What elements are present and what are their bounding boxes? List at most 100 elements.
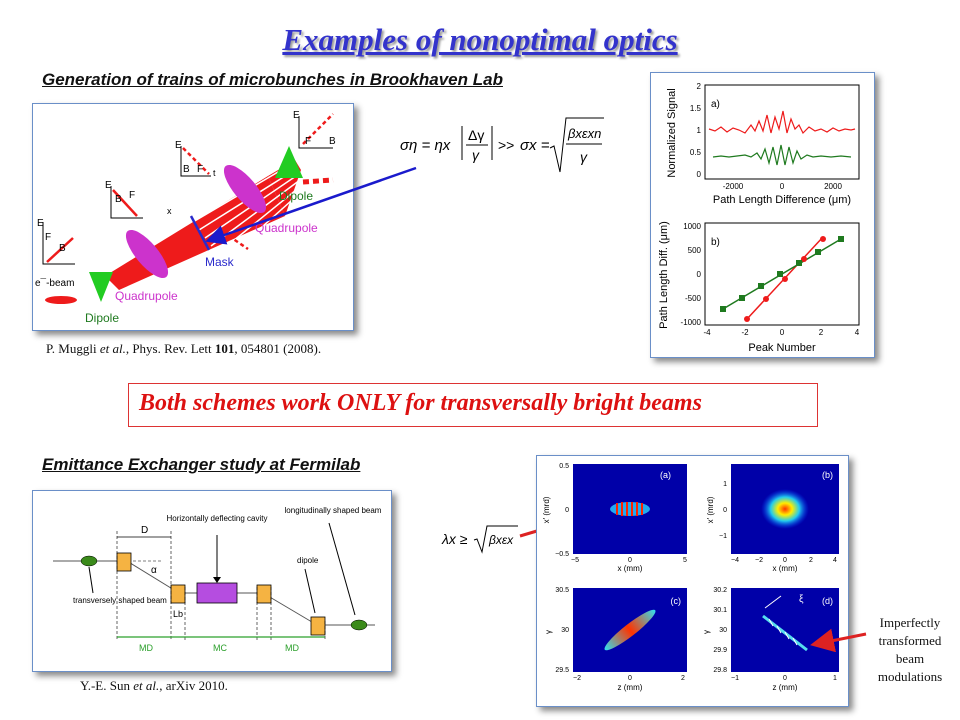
d2-ytick: 30.1 — [713, 607, 727, 614]
a2-ytick: 0 — [565, 507, 569, 514]
b2-xtick: −4 — [731, 557, 739, 564]
plot-a-label: a) — [711, 99, 720, 110]
b2-xtick: 0 — [783, 557, 787, 564]
brookhaven-plots: a) 2 1.5 1 0.5 0 -2000 0 2000 Path Lengt… — [650, 72, 875, 358]
label-lb: Lb — [173, 609, 183, 619]
quadrupole-left-lens — [125, 229, 169, 279]
slide-title: Examples of nonoptimal optics — [282, 22, 678, 57]
formula-much-greater: >> — [498, 137, 514, 153]
imperfect-modulations-note: Imperfectly transformed beam modulations — [860, 614, 960, 686]
d2-xtick: 0 — [783, 675, 787, 682]
note-line: modulations — [877, 669, 943, 684]
horiz-cavity-label: Horizontally deflecting cavity — [167, 514, 268, 523]
quadrupole-left-label: Quadrupole — [115, 289, 178, 303]
a-ytick: 0.5 — [690, 148, 702, 157]
d2-xtick: 1 — [833, 675, 837, 682]
ylabel-a: x' (mrd) — [542, 496, 551, 523]
a-xtick: 0 — [780, 182, 785, 191]
red-arrow-right — [810, 628, 867, 652]
f-label-2: F — [129, 190, 135, 201]
long-beam-label: longitudinally shaped beam — [285, 506, 382, 515]
citation-muggli: P. Muggli et al., Phys. Rev. Lett 101, 0… — [46, 341, 322, 356]
axis-e-label-4: E — [293, 110, 300, 121]
c2-ytick: 30.5 — [555, 587, 569, 594]
d2-xtick: −1 — [731, 675, 739, 682]
d2-ytick: 29.8 — [713, 667, 727, 674]
d2-ytick: 30 — [719, 627, 727, 634]
a-ytick: 1.5 — [690, 104, 702, 113]
plot-a-frame — [704, 84, 860, 180]
note-line: Imperfectly — [879, 615, 941, 630]
b-xtick: -4 — [703, 328, 711, 337]
trans-beam-label: transversely shaped beam — [73, 596, 167, 605]
plot-b-green-points — [720, 236, 844, 312]
dipole-label: dipole — [297, 556, 319, 565]
section2-heading: Emittance Exchanger study at Fermilab — [42, 455, 361, 474]
label-md-1: MD — [139, 643, 153, 653]
dipole-left-label: Dipole — [85, 311, 119, 325]
a2-ytick: −0.5 — [555, 551, 569, 558]
b2-xtick: −2 — [755, 557, 763, 564]
c2-ytick: 29.5 — [555, 667, 569, 674]
xlabel-d: z (mm) — [773, 683, 798, 692]
axis-e-label-2: E — [105, 180, 112, 191]
axis-e-label-3: E — [175, 140, 182, 151]
a2-xtick: 5 — [683, 557, 687, 564]
c2-ytick: 30 — [561, 627, 569, 634]
plot-b-xlabel: Peak Number — [748, 342, 816, 354]
a2-xtick: −5 — [571, 557, 579, 564]
b-xtick: 0 — [780, 328, 785, 337]
section1-heading: Generation of trains of microbunches in … — [42, 70, 503, 89]
d2-ytick: 30.2 — [713, 587, 727, 594]
a-ytick: 2 — [697, 82, 702, 91]
formula-bunch-energy-spread: ση = ηx Δγ γ >> σx = βxεxn γ — [398, 112, 606, 182]
blue-arrow — [205, 166, 417, 245]
mask-label: Mask — [205, 255, 235, 269]
b-ytick: 500 — [688, 246, 702, 255]
quadrupole-right-lens — [223, 164, 267, 214]
label-d: D — [141, 525, 148, 536]
label-alpha: α — [151, 565, 157, 576]
axis-x-label: x — [167, 206, 172, 216]
a2-xtick: 0 — [628, 557, 632, 564]
plot-a-red-trace — [708, 110, 856, 135]
label-md-2: MD — [285, 643, 299, 653]
c2-xtick: −2 — [573, 675, 581, 682]
dipole-3 — [256, 584, 272, 604]
subplot-a-label: (a) — [660, 470, 671, 480]
a-ytick: 1 — [697, 126, 702, 135]
axis-t-label: t — [213, 168, 216, 178]
e-beam-ellipse — [45, 296, 77, 304]
b-xtick: -2 — [741, 328, 749, 337]
brookhaven-diagram-svg: E E E E x t F B B F B F F B e¯-beam Dipo… — [35, 110, 336, 325]
deflecting-cavity — [196, 582, 238, 604]
b-label-2: B — [115, 194, 122, 205]
brookhaven-diagram: E E E E x t F B B F B F F B e¯-beam Dipo… — [32, 103, 354, 331]
xlabel-a: x (mm) — [618, 564, 643, 573]
plot-a-xlabel: Path Length Difference (μm) — [713, 194, 851, 206]
formula-delta-gamma: Δγ — [468, 127, 484, 143]
formula-wavelength-condition: λx ≥ βxεx — [440, 518, 520, 558]
plot-b-red-points — [744, 236, 826, 322]
plot-a-ylabel: Normalized Signal — [666, 88, 678, 177]
key-message-banner: Both schemes work ONLY for transversally… — [128, 383, 818, 427]
formula-beta-eps-2: βxεx — [488, 533, 514, 547]
b2-ytick: 1 — [723, 481, 727, 488]
b2-xtick: 2 — [809, 557, 813, 564]
formula-sigma-x: σx = — [520, 137, 550, 154]
key-message-text: Both schemes work ONLY for transversally… — [139, 390, 702, 416]
xlabel-c: z (mm) — [618, 683, 643, 692]
fermilab-plots: (a) (b) (c) ξ (d) 0.5 0 −0.5 1 0 −1 30.5… — [536, 455, 849, 707]
c2-xtick: 2 — [681, 675, 685, 682]
formula-gamma: γ — [472, 147, 480, 163]
b-ytick: -1000 — [681, 318, 702, 327]
subplot-d-xi: ξ — [799, 594, 804, 605]
formula-gamma-2: γ — [580, 149, 588, 165]
ylabel-d: γ — [702, 630, 711, 634]
a-ytick: 0 — [697, 170, 702, 179]
d2-ytick: 29.9 — [713, 647, 727, 654]
f-label-3: F — [197, 164, 203, 175]
subplot-b-label: (b) — [822, 470, 833, 480]
b2-xtick: 4 — [833, 557, 837, 564]
note-line: beam — [895, 651, 925, 666]
